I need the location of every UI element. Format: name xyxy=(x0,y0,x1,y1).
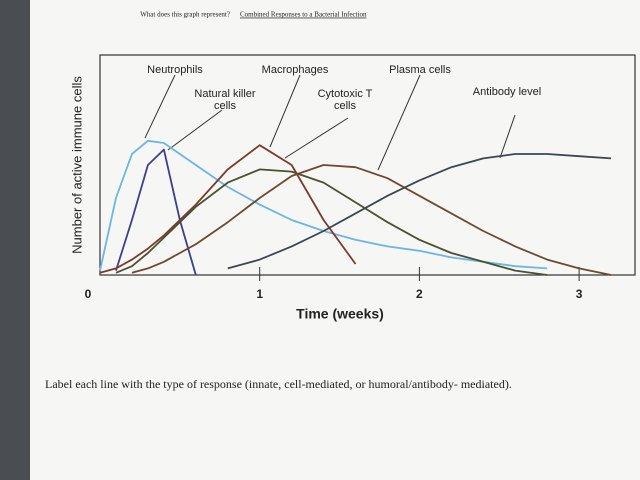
instruction: Label each line with the type of respons… xyxy=(45,377,512,391)
paper xyxy=(30,0,640,480)
label: Cytotoxic T cells xyxy=(317,88,373,112)
series-line xyxy=(99,139,548,271)
label: Natural killer cells xyxy=(194,88,256,112)
label: Macrophages xyxy=(261,64,329,76)
series-line xyxy=(115,148,197,276)
series-line xyxy=(115,168,548,276)
x-tick-label: 1 xyxy=(256,287,263,301)
label: Neutrophils xyxy=(147,64,203,76)
x-axis-label: Time (weeks) xyxy=(296,306,384,322)
x-tick-label: 2 xyxy=(416,287,423,301)
answer: Combined Responses to a Bacterial Infect… xyxy=(240,11,367,19)
plot-frame xyxy=(99,54,636,276)
x-tick-label: 0 xyxy=(85,287,92,301)
y-axis-label: Number of active immune cells xyxy=(69,76,84,254)
series-line xyxy=(227,153,612,270)
photo-edge xyxy=(0,0,30,480)
question: What does this graph represent? xyxy=(140,11,230,19)
label: Antibody level xyxy=(472,86,542,98)
leader-lines xyxy=(144,74,516,171)
series-line xyxy=(131,164,612,276)
x-tick-label: 3 xyxy=(576,287,583,301)
label: Plasma cells xyxy=(389,64,451,76)
